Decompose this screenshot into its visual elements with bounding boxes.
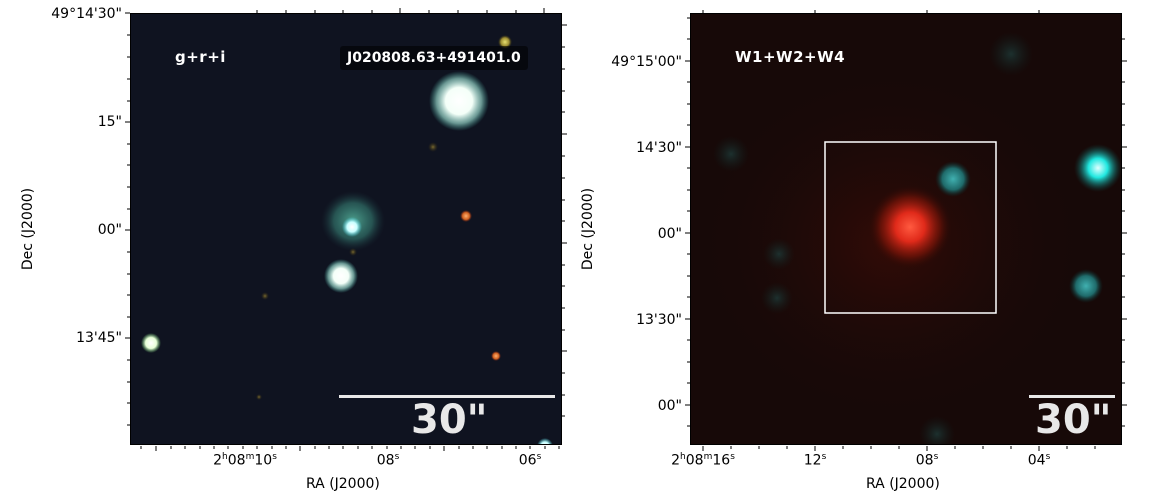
ra-tick-label: 08s: [915, 452, 939, 469]
dec-tick-label: 00": [657, 226, 682, 242]
dec-tick-label: 00": [97, 222, 122, 238]
dec-tick-label: 13'30": [636, 312, 682, 328]
ra-tick-label: 08s: [376, 452, 400, 469]
infrared-image-panel: W1+W2+W4 30": [690, 13, 1122, 445]
infrared-sky-image: [691, 14, 1121, 444]
scale-bar: [339, 395, 555, 398]
ra-tick-label: 06s: [518, 452, 542, 469]
optical-sky-image: [131, 14, 561, 444]
band-label: W1+W2+W4: [735, 48, 846, 66]
dec-tick-label: 49°14'30": [51, 6, 122, 22]
dec-tick-label: 14'30": [636, 140, 682, 156]
target-box: [824, 141, 997, 314]
scale-bar-label: 30": [411, 397, 488, 443]
dec-tick-label: 13'45": [76, 330, 122, 346]
ra-tick-label: 2h08m10s: [213, 452, 277, 469]
ra-tick-label: 04s: [1027, 452, 1051, 469]
infrared-axis-ticks: [685, 10, 1127, 451]
ra-tick-label: 12s: [803, 452, 827, 469]
dec-axis-label: Dec (J2000): [580, 187, 596, 271]
scale-bar: [1029, 395, 1115, 398]
dec-axis-label: Dec (J2000): [20, 187, 36, 271]
ra-axis-label: RA (J2000): [306, 476, 380, 492]
object-name-label: J020808.63+491401.0: [340, 46, 528, 70]
ra-axis-label: RA (J2000): [866, 476, 940, 492]
ra-tick-label: 2h08m16s: [671, 452, 735, 469]
dec-tick-label: 49°15'00": [611, 54, 682, 70]
dec-tick-label: 00": [657, 398, 682, 414]
band-label: g+r+i: [175, 48, 226, 66]
optical-image-panel: g+r+i J020808.63+491401.0 30": [130, 13, 562, 445]
scale-bar-label: 30": [1035, 397, 1112, 443]
optical-axis-ticks: [125, 8, 567, 451]
dec-tick-label: 15": [97, 114, 122, 130]
